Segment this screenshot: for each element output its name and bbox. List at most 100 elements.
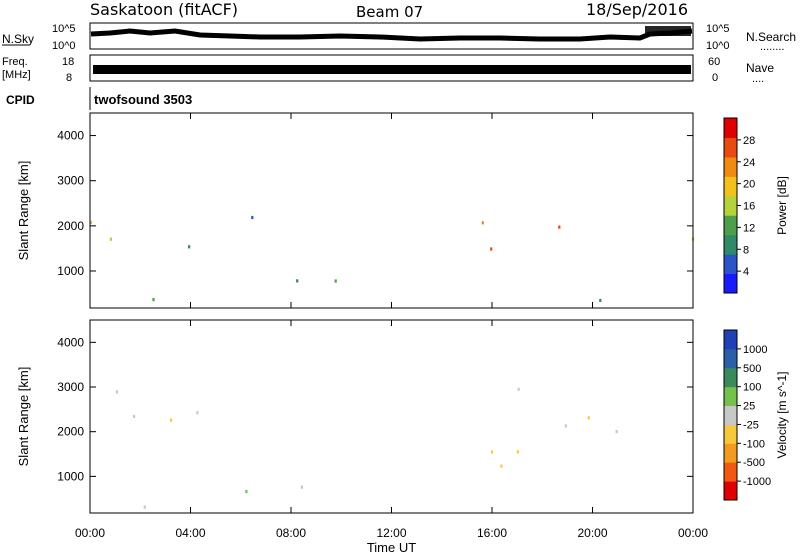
data-cell [334,279,337,283]
data-cell [296,279,299,283]
data-cell [90,220,93,224]
y-tick-label: 1000 [57,264,84,278]
colorbar-swatch [724,405,737,425]
plot-frame [89,112,694,309]
data-cell [143,505,146,509]
date-label: 18/Sep/2016 [586,0,688,19]
colorbar-tick-label: -25 [743,419,759,431]
nsky-panel: N.Sky 10^5 10^0 10^5 10^0 N.Search .....… [2,22,796,53]
colorbar-swatch [724,156,737,177]
data-cell [516,450,519,454]
colorbar-swatch [724,137,737,158]
x-tick-label: 12:00 [376,526,406,540]
y-axis-label: Slant Range [km] [16,161,31,261]
colorbar-tick-label: 100 [743,382,761,394]
colorbar-swatch [724,367,737,388]
data-cell [245,490,248,494]
colorbar-tick-label: -1000 [743,476,771,488]
data-cell [587,416,590,420]
colorbar-swatch [724,118,737,138]
colorbar-swatch [724,273,737,294]
nave-label: Nave [746,61,774,75]
nave-tick-low: 0 [712,72,718,84]
data-cell [481,221,484,225]
nsky-tick-low: 10^0 [52,40,76,52]
freq-unit: [MHz] [2,69,31,81]
colorbar-swatch [724,176,737,197]
colorbar-tick-label: 16 [743,201,755,213]
colorbar-swatch [724,195,737,216]
freq-tick-high: 18 [62,56,74,68]
plot-frame [89,319,694,514]
data-cells [115,387,618,509]
y-tick-label: 4000 [57,129,84,143]
y-tick-label: 3000 [57,174,84,188]
colorbar-swatch [724,234,737,255]
y-tick-label: 3000 [57,380,84,394]
cpid-label: CPID [6,93,35,107]
data-cell [517,387,520,391]
data-cell [133,414,136,418]
colorbar-tick-label: 25 [743,401,755,413]
cpid-value: twofsound 3503 [94,92,192,107]
x-tick-label: 20:00 [577,526,607,540]
data-cell [109,237,112,241]
data-cell [300,485,303,489]
colorbar-swatch [724,386,737,407]
site-title: Saskatoon (fitACF) [90,0,238,19]
freq-label: Freq. [2,56,28,68]
data-cell [599,298,602,302]
colorbar-tick-label: 28 [743,135,755,147]
nsearch-spikes [645,26,691,36]
data-cell [558,225,561,229]
colorbar-swatch [724,424,737,444]
data-cell [615,430,618,434]
x-tick-label: 08:00 [276,526,306,540]
y-axis-label: Slant Range [km] [16,367,31,467]
power-panel: 1000 2000 3000 4000 Slant Range [km] 28 24 20 16… [16,112,789,309]
data-cell [251,215,254,220]
beam-label: Beam 07 [356,3,423,21]
freq-tick-low: 8 [66,72,72,84]
data-cell [115,390,119,394]
colorbar-tick-label: 8 [743,244,749,256]
x-tick-label: 00:00 [678,526,708,540]
freq-panel: Freq. [MHz] 18 8 60 0 Nave .... [2,54,774,85]
y-tick-label: 1000 [57,469,84,483]
data-cell [196,411,199,415]
freq-trace [93,65,691,74]
data-cell [188,245,191,249]
colorbar-swatch [724,443,737,463]
x-tick-label: 16:00 [477,526,507,540]
nsearch-tick-low: 10^0 [706,40,730,52]
nsearch-dots: ........ [760,41,784,53]
colorbar-tick-label: 1000 [743,344,767,356]
data-cell [490,247,493,251]
data-cell [170,418,173,422]
data-cell [564,424,567,428]
colorbar-tick-label: -100 [743,438,765,450]
x-axis-label: Time UT [367,540,416,554]
colorbar-swatch [724,330,737,350]
data-cell [490,450,494,454]
y-tick-label: 2000 [57,219,84,233]
colorbar-tick-label: 12 [743,222,755,234]
cpid-panel: CPID twofsound 3503 [6,87,192,110]
colorbar-label: Velocity [m s^-1] [775,372,789,459]
nsearch-tick-high: 10^5 [706,23,730,35]
colorbar-swatch [724,254,737,275]
nsky-trace [90,28,693,42]
colorbar-tick-label: -500 [743,457,765,469]
data-cells [90,215,695,302]
nsearch-label: N.Search [746,30,796,44]
nave-dots: .... [752,73,764,85]
colorbar-swatch [724,348,737,369]
colorbar-tick-label: 4 [743,266,749,278]
freq-frame [89,54,694,82]
data-cell [500,464,503,468]
colorbar-tick-label: 500 [743,363,761,375]
y-tick-label: 4000 [57,335,84,349]
y-tick-label: 2000 [57,425,84,439]
colorbar-swatch [724,462,737,482]
